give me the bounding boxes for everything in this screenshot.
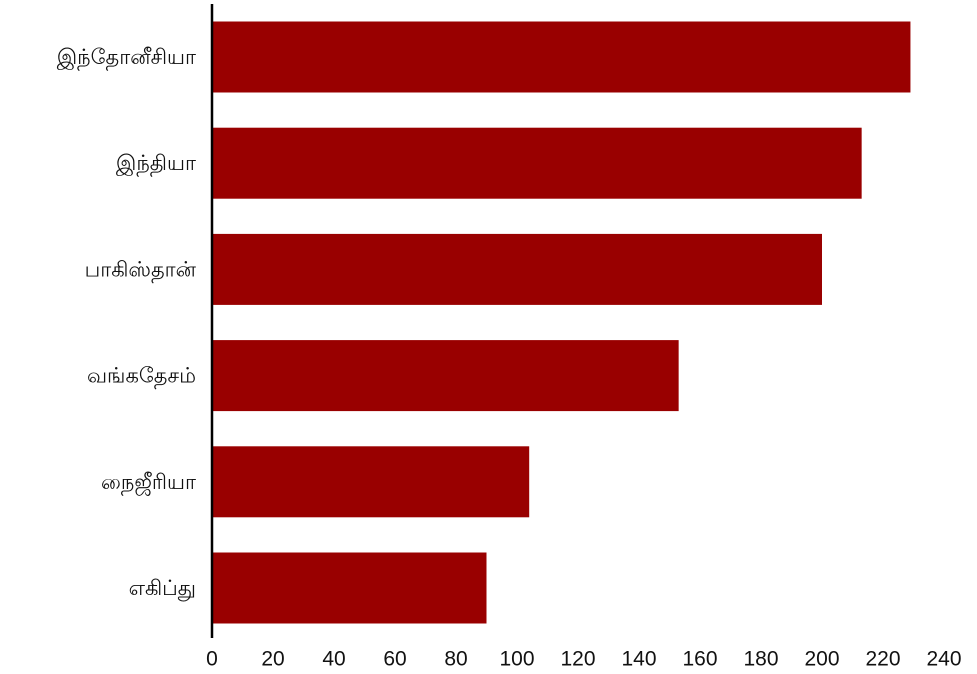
x-tick-label: 140 <box>621 648 656 671</box>
category-label: இந்தோனீசியா <box>57 45 196 71</box>
x-tick-label: 0 <box>206 648 218 671</box>
x-tick-label: 20 <box>261 648 284 671</box>
x-tick-label: 240 <box>926 648 961 671</box>
bar <box>212 446 530 518</box>
x-tick-label: 120 <box>560 648 595 671</box>
x-tick-label: 40 <box>322 648 345 671</box>
category-label: இந்தியா <box>116 151 196 177</box>
bar <box>212 21 911 93</box>
bar <box>212 552 487 624</box>
x-tick-label: 160 <box>682 648 717 671</box>
category-label: நைஜீரியா <box>101 470 196 496</box>
category-label: எகிப்து <box>129 576 196 601</box>
category-label: வங்கதேசம் <box>87 364 196 390</box>
x-tick-label: 100 <box>499 648 534 671</box>
x-tick-label: 180 <box>743 648 778 671</box>
bar <box>212 233 822 305</box>
category-labels: இந்தோனீசியா இந்தியா பாகிஸ்தான் வங்கதேசம் நைஜ… <box>57 45 197 601</box>
x-tick-label: 200 <box>804 648 839 671</box>
x-axis-ticks: 0 20 40 60 80 100 120 140 160 180 200 220 240 <box>206 648 961 671</box>
bar <box>212 127 862 199</box>
x-tick-label: 220 <box>865 648 900 671</box>
category-label: பாகிஸ்தான் <box>85 257 197 283</box>
bars-layer <box>212 21 911 624</box>
x-tick-label: 80 <box>444 648 467 671</box>
bar <box>212 340 679 412</box>
x-tick-label: 60 <box>383 648 406 671</box>
